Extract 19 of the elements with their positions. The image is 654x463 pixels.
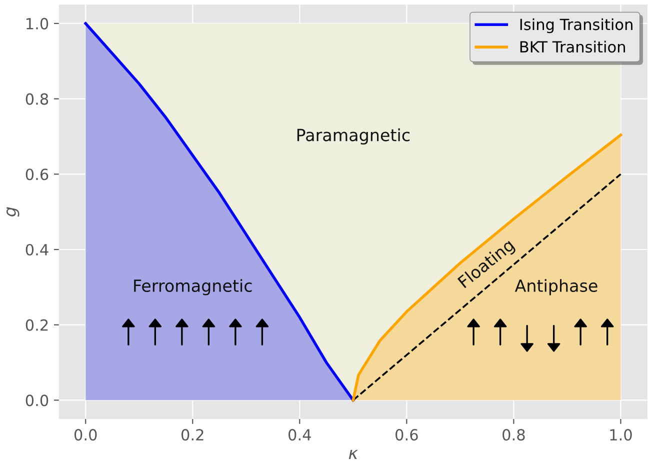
y-tick-label: 1.0	[26, 18, 48, 30]
x-tick-label: 0.8	[502, 429, 525, 441]
y-tick-label: 0.2	[26, 319, 48, 331]
y-axis-title: g	[6, 207, 20, 217]
x-axis-title: κ	[348, 450, 358, 459]
y-tick-label: 0.8	[26, 93, 48, 105]
x-tick-label: 1.0	[610, 429, 632, 441]
annotation: Paramagnetic	[297, 128, 410, 145]
x-tick-label: 0.4	[288, 429, 311, 441]
x-tick-label: 0.6	[396, 429, 418, 441]
y-tick-label: 0.4	[26, 244, 48, 256]
legend-label: BKT Transition	[520, 40, 625, 53]
y-tick-label: 0.6	[26, 168, 48, 180]
y-tick-label: 0.0	[26, 394, 48, 406]
x-tick-label: 0.2	[181, 429, 204, 441]
annotation: Antiphase	[514, 279, 598, 296]
legend-label: Ising Transition	[520, 18, 632, 34]
x-tick-label: 0.0	[74, 429, 97, 441]
annotation: Ferromagnetic	[134, 279, 252, 296]
